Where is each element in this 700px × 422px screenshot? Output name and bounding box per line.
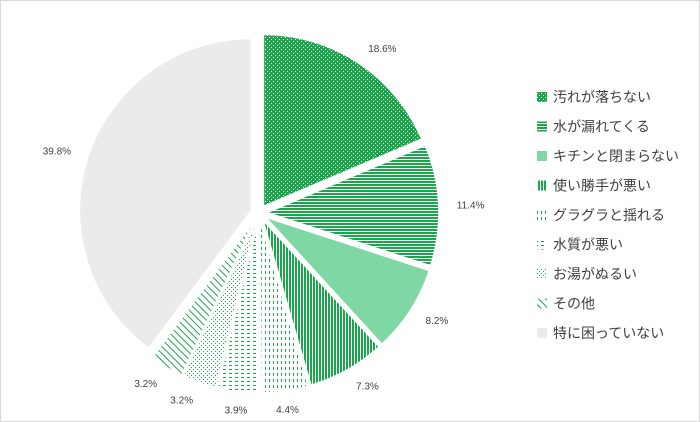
pie-slice [262, 219, 381, 387]
pie-slice [182, 220, 258, 389]
pie-slice [78, 37, 253, 350]
legend-swatch [537, 121, 547, 132]
legend-swatch [537, 239, 547, 250]
data-label: 7.3% [356, 382, 379, 393]
legend: 汚れが落ちない水が漏れてくるキチンと閉まらない使い勝手が悪いグラグラと揺れる水質… [537, 90, 679, 342]
legend-swatch [537, 269, 547, 279]
legend-swatch [537, 151, 547, 161]
pie-slice [150, 219, 256, 377]
legend-label: 水が漏れてくる [553, 120, 650, 136]
data-label: 4.4% [276, 405, 299, 416]
legend-swatch [537, 298, 547, 309]
pie-slice [262, 33, 423, 208]
legend-swatch [537, 328, 547, 338]
legend-label: お湯がぬるい [553, 266, 637, 283]
data-label: 11.4% [457, 200, 485, 211]
data-label: 3.2% [170, 396, 193, 407]
legend-label: 汚れが落ちない [553, 90, 651, 106]
legend-label: 使い勝手が悪い [553, 178, 651, 195]
legend-swatch [537, 210, 547, 220]
pie-slice [216, 220, 260, 394]
legend-label: キチンと閉まらない [553, 149, 679, 165]
legend-swatch [537, 92, 547, 102]
legend-label: 特に困っていない [553, 326, 664, 342]
data-label: 3.9% [225, 406, 248, 417]
data-label: 39.8% [43, 147, 71, 158]
pie-slice [259, 220, 310, 394]
legend-label: グラグラと揺れる [553, 208, 665, 224]
legend-label: 水質が悪い [553, 238, 623, 254]
data-label: 3.2% [134, 379, 157, 390]
legend-label: その他 [553, 297, 595, 313]
data-label: 8.2% [426, 316, 449, 327]
pie-slice [263, 215, 431, 346]
pie-slice [264, 144, 440, 267]
data-label: 18.6% [368, 44, 396, 55]
legend-swatch [537, 180, 547, 191]
